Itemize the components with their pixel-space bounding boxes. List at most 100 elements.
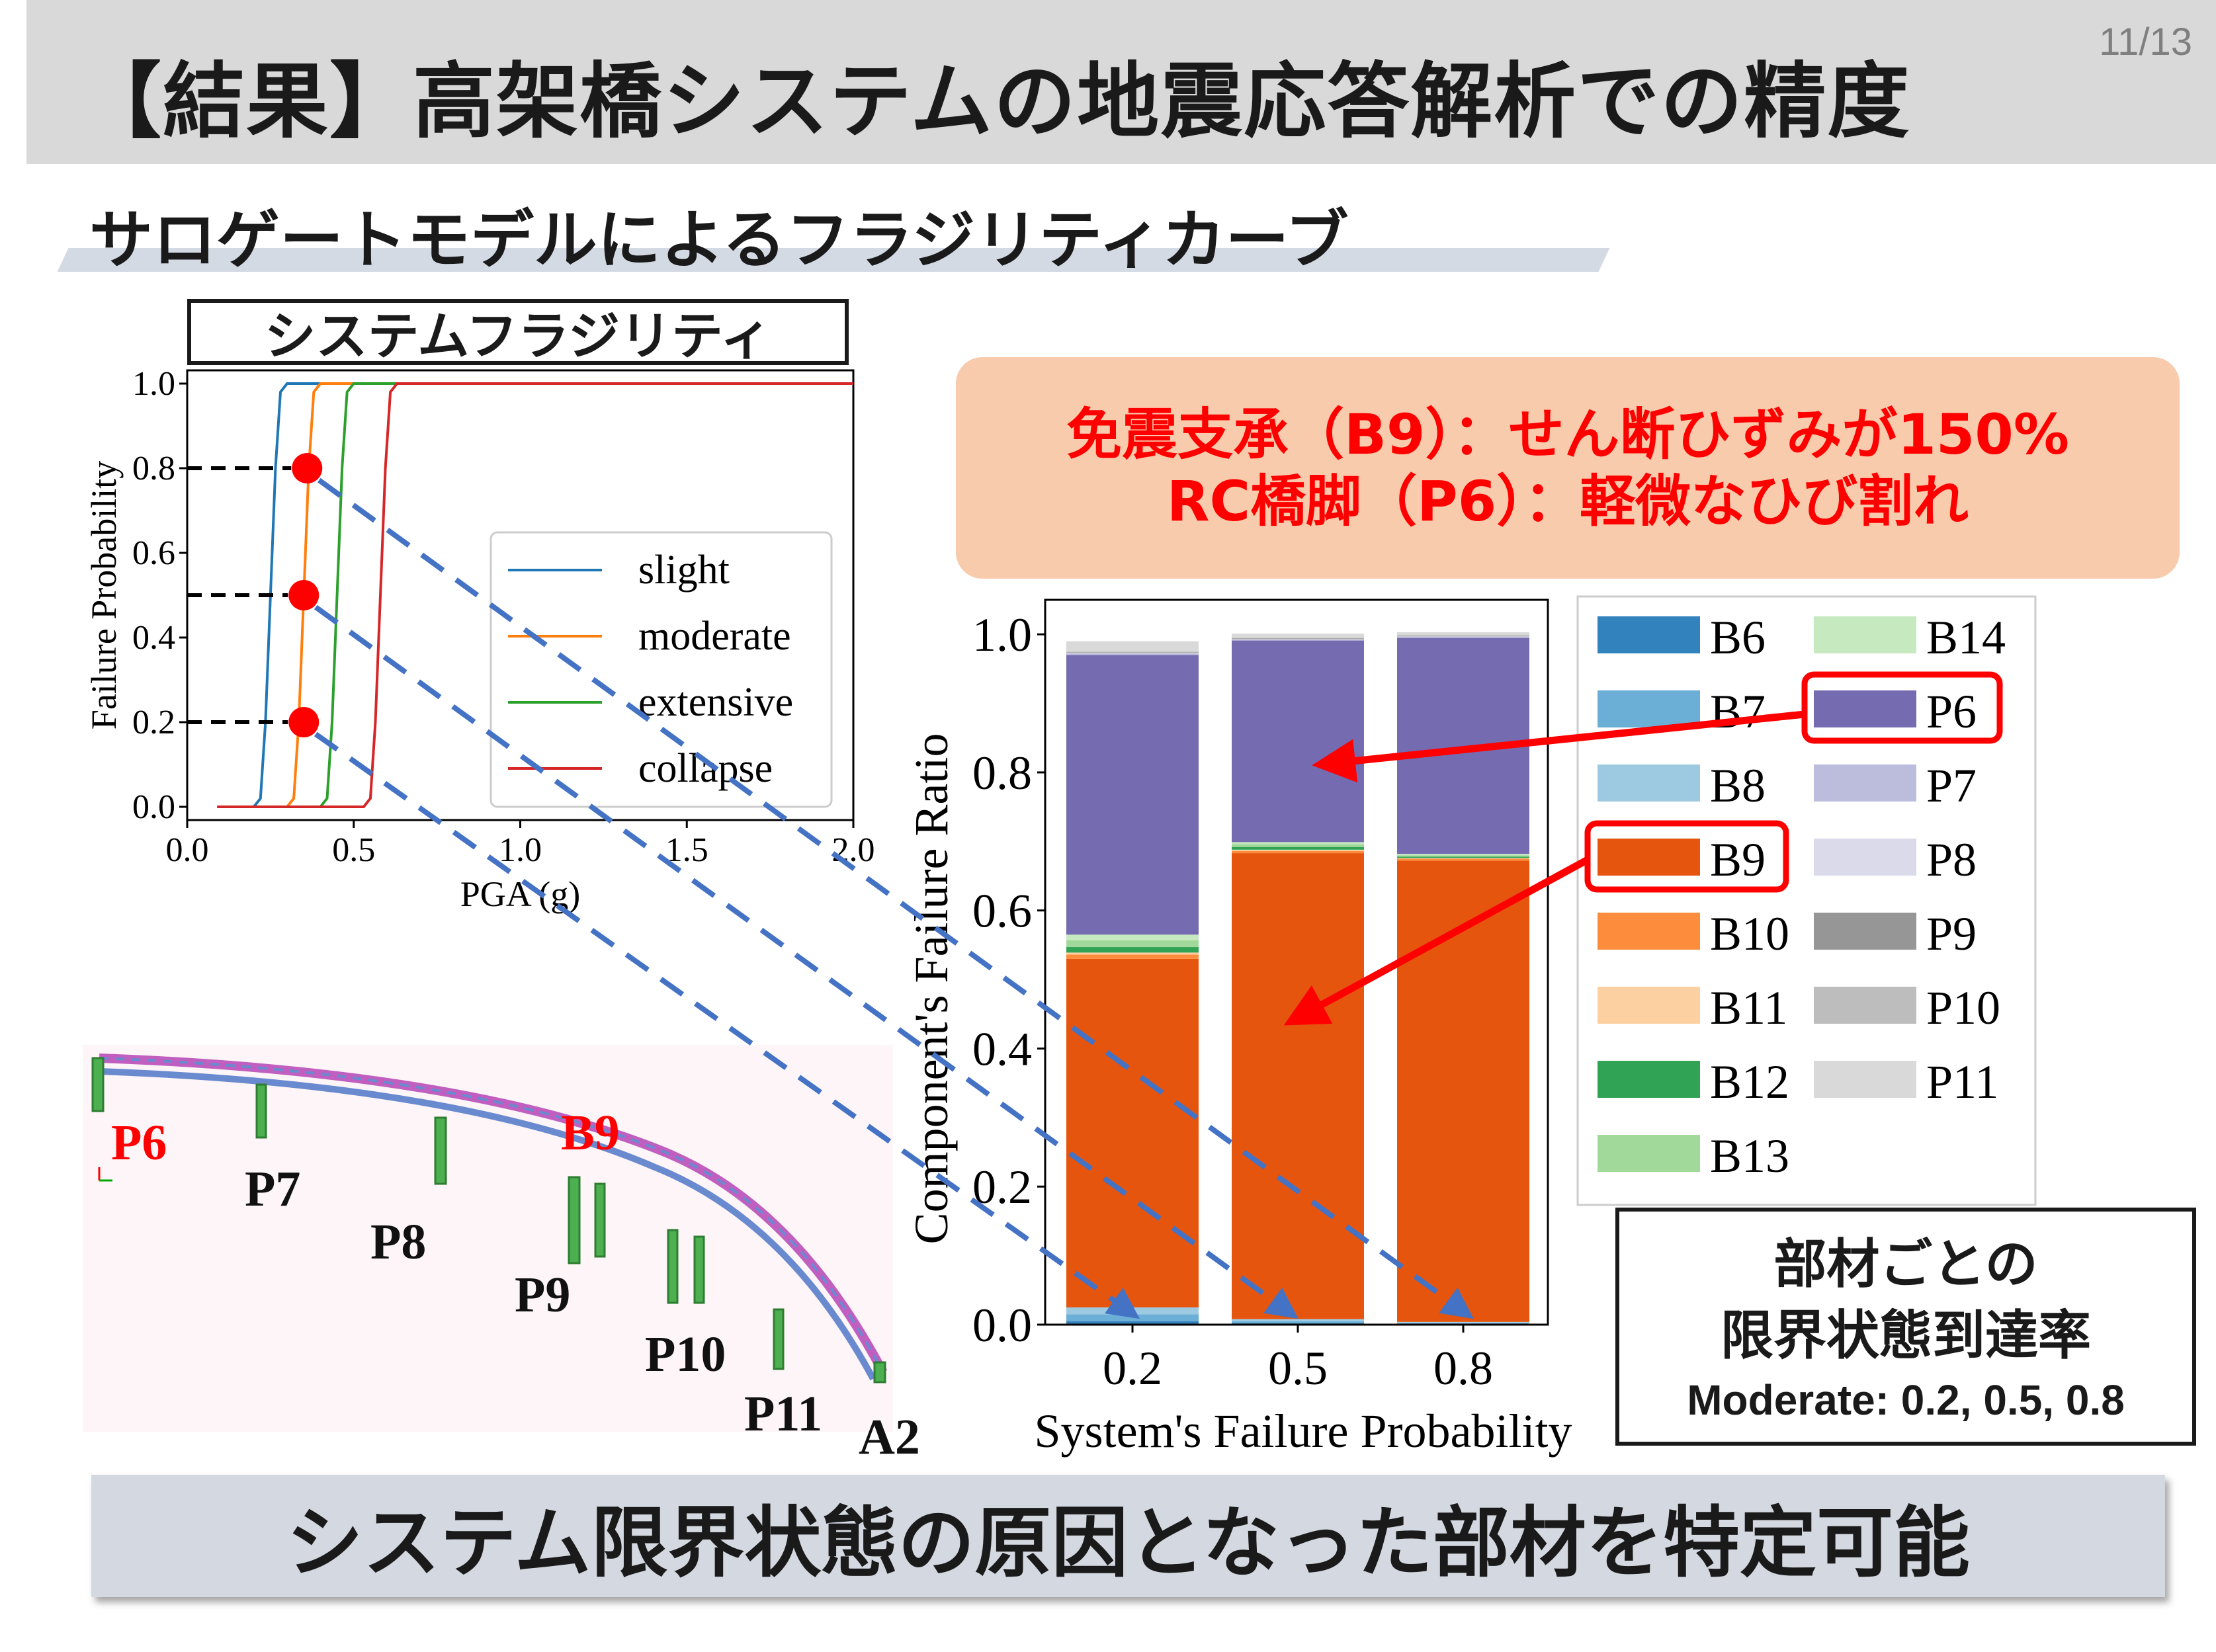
bar-legend-label-P11: P11 [1926, 1055, 1998, 1108]
highlight-box-p6 [1801, 671, 2003, 744]
bar-segment-B7-0.8 [1397, 1323, 1529, 1324]
annotation-box: 免震支承（B9）：せん断ひずみが150% RC橋脚（P6）：軽微なひび割れ [956, 357, 2180, 579]
fragility-legend-label-extensive: extensive [638, 680, 793, 725]
label-p9: P9 [515, 1267, 571, 1323]
bar-segment-B14-0.2 [1066, 934, 1199, 940]
subtitle: サロゲートモデルによるフラジリティカーブ [89, 203, 1349, 277]
bar-legend-swatch-P8 [1814, 839, 1916, 876]
bar-segment-P11-0.2 [1066, 641, 1199, 652]
label-p6: P6 [111, 1115, 167, 1171]
fragility-x-tick-label: 1.0 [499, 831, 542, 869]
bar-segment-P8-0.8 [1397, 636, 1529, 638]
highlight-box-b9 [1584, 820, 1789, 893]
bar-segment-P9-0.5 [1232, 638, 1364, 640]
bar-x-axis-label: System's Failure Probability [1035, 1405, 1572, 1458]
bar-segment-B14-0.5 [1232, 842, 1364, 845]
bar-segment-B11-0.5 [1232, 849, 1364, 851]
label-p11: P11 [744, 1386, 823, 1442]
bridge-model-panel [83, 1045, 893, 1432]
bar-segment-P7-0.5 [1232, 640, 1364, 641]
fragility-y-tick-label: 0.2 [132, 704, 175, 741]
fragility-line-collapse [217, 382, 853, 808]
bar-legend-swatch-P7 [1814, 764, 1916, 802]
bar-segment-B13-0.8 [1397, 855, 1529, 857]
bar-legend-label-B14: B14 [1926, 611, 2006, 664]
red-arrow-p6 [1312, 710, 1805, 783]
bar-segment-B9-0.8 [1397, 860, 1529, 1322]
bar-segment-P7-0.8 [1397, 637, 1529, 638]
fragility-line-extensive [217, 382, 853, 808]
bar-y-tick-label: 0.4 [972, 1022, 1032, 1075]
bar-segment-B9-0.2 [1066, 958, 1199, 1307]
bar-x-tick-label: 0.2 [1103, 1342, 1162, 1395]
bar-legend-swatch-B8 [1598, 764, 1700, 802]
fragility-legend-label-moderate: moderate [638, 614, 791, 659]
bar-segment-B12-0.5 [1232, 847, 1364, 850]
bar-segment-B13-0.2 [1066, 940, 1199, 948]
fragility-y-tick-label: 0.8 [132, 450, 175, 487]
annotation-line-1: 免震支承（B9）：せん断ひずみが150% [1066, 401, 2069, 467]
label-b9: B9 [561, 1105, 620, 1161]
bar-plot-frame [1044, 599, 1549, 1326]
bar-legend-swatch-P10 [1814, 987, 1916, 1024]
bar-legend-label-B8: B8 [1710, 759, 1766, 812]
bar-y-axis-label: Component's Failure Ratio [905, 733, 958, 1245]
bar-legend-label-B10: B10 [1710, 907, 1789, 960]
bar-segment-P11-0.8 [1397, 632, 1529, 636]
bar-segment-P9-0.2 [1066, 652, 1199, 653]
fragility-title: システムフラジリティ [187, 299, 849, 366]
title-bar [26, 0, 2216, 164]
ratio-line-3: Moderate: 0.2, 0.5, 0.8 [1687, 1376, 2125, 1424]
bar-legend-swatch-P6 [1814, 690, 1916, 727]
fragility-legend-label-slight: slight [638, 548, 730, 593]
fragility-marker [288, 580, 320, 610]
bar-legend-label-B7: B7 [1710, 685, 1766, 738]
bar-segment-B12-0.8 [1397, 856, 1529, 858]
fragility-y-tick-label: 0.4 [132, 619, 175, 657]
blue-dashed-arrow [317, 477, 1474, 1319]
bar-segment-P8-0.5 [1232, 639, 1364, 640]
bar-legend-swatch-B12 [1598, 1061, 1700, 1098]
bar-segment-B8-0.5 [1232, 1319, 1364, 1321]
bar-legend-label-P8: P8 [1926, 833, 1977, 886]
bar-legend-label-B9: B9 [1710, 833, 1766, 886]
label-p8: P8 [370, 1214, 427, 1270]
page-number: 11/13 [2099, 21, 2192, 63]
bar-legend-label-P6: P6 [1926, 685, 1977, 738]
bar-x-tick-label: 0.8 [1433, 1342, 1493, 1395]
bar-y-tick-label: 0.8 [972, 747, 1032, 800]
red-arrow-b9 [1283, 856, 1590, 1026]
bridge-deck [99, 1053, 888, 1381]
label-p10: P10 [645, 1327, 726, 1382]
bar-segment-B13-0.5 [1232, 844, 1364, 847]
bar-legend-swatch-B7 [1598, 690, 1700, 727]
global-axis-icon [98, 1167, 112, 1182]
bar-legend-swatch-B9 [1598, 839, 1700, 876]
bar-legend-swatch-B10 [1598, 913, 1700, 950]
fragility-y-tick-label: 0.0 [132, 788, 175, 826]
slide-title: 【結果】高架橋システムの地震応答解析での精度 [79, 54, 1911, 149]
bar-legend-swatch-P11 [1814, 1061, 1916, 1098]
fragility-y-axis-label: Failure Probability [84, 461, 124, 729]
blue-dashed-arrow [314, 604, 1299, 1319]
bar-segment-B10-0.2 [1066, 954, 1199, 959]
bar-segment-B7-0.2 [1066, 1314, 1199, 1321]
fragility-x-tick-label: 2.0 [832, 831, 875, 869]
fragility-y-tick-label: 1.0 [132, 365, 175, 403]
bar-segment-B10-0.8 [1397, 858, 1529, 861]
bar-legend-label-B11: B11 [1710, 981, 1787, 1034]
bar-segment-P11-0.5 [1232, 634, 1364, 638]
bar-legend-swatch-B6 [1598, 616, 1700, 653]
fragility-legend-label-collapse: collapse [638, 746, 773, 791]
bar-legend-label-P7: P7 [1926, 759, 1977, 812]
bar-segment-P10-0.2 [1066, 651, 1199, 653]
bar-segment-B10-0.5 [1232, 850, 1364, 854]
bar-legend-label-B6: B6 [1710, 611, 1766, 664]
bar-segment-P6-0.5 [1232, 640, 1364, 843]
bar-legend-label-B12: B12 [1710, 1055, 1789, 1108]
fragility-x-tick-label: 0.0 [166, 831, 209, 869]
conclusion-banner: システム限界状態の原因となった部材を特定可能 [91, 1475, 2165, 1597]
bar-legend-swatch-B11 [1598, 987, 1700, 1024]
bar-legend-swatch-B14 [1814, 616, 1916, 653]
